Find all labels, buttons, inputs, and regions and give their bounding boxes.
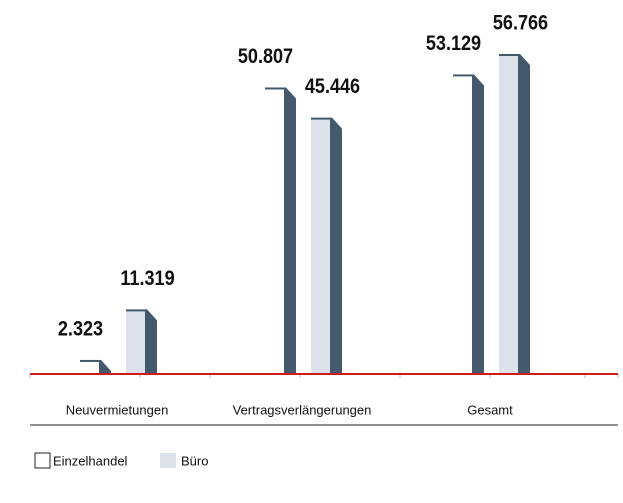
- value-label: 56.766: [493, 11, 548, 35]
- bar: [311, 117, 342, 374]
- bar: [80, 359, 111, 374]
- value-label: 45.446: [305, 75, 360, 99]
- legend-label: Einzelhandel: [53, 453, 128, 468]
- bar: [453, 74, 484, 374]
- value-label: 50.807: [238, 45, 293, 69]
- legend-swatch: [34, 452, 51, 469]
- bar-front: [311, 118, 330, 374]
- bar-top-edge: [453, 74, 472, 77]
- bar-top-edge: [499, 54, 518, 56]
- bar-front: [499, 55, 518, 374]
- bar-top-edge: [311, 117, 330, 120]
- bar-top-edge: [126, 309, 145, 312]
- legend-swatch: [160, 453, 176, 468]
- bar: [265, 87, 296, 374]
- bar-side: [145, 309, 157, 374]
- value-label: 53.129: [426, 32, 481, 56]
- bar: [499, 54, 530, 374]
- value-label: 11.319: [120, 267, 174, 291]
- bar-side: [284, 87, 296, 374]
- bar-front: [126, 310, 145, 374]
- bar-front: [265, 88, 284, 374]
- x-tick-label: Vertragsverlängerungen: [233, 402, 372, 417]
- bar-front: [80, 360, 99, 374]
- value-label: 2.323: [58, 317, 103, 341]
- bar-side: [330, 117, 342, 374]
- x-tick-label: Gesamt: [467, 402, 513, 417]
- bar: [126, 309, 157, 374]
- bar-top-edge: [265, 87, 284, 90]
- legend-label: Büro: [181, 453, 208, 468]
- bar-side: [518, 54, 530, 374]
- bar-side: [99, 359, 111, 374]
- bar-front: [453, 75, 472, 374]
- bar-side: [472, 74, 484, 374]
- x-tick-label: Neuvermietungen: [66, 402, 169, 417]
- bar-top-edge: [80, 359, 99, 362]
